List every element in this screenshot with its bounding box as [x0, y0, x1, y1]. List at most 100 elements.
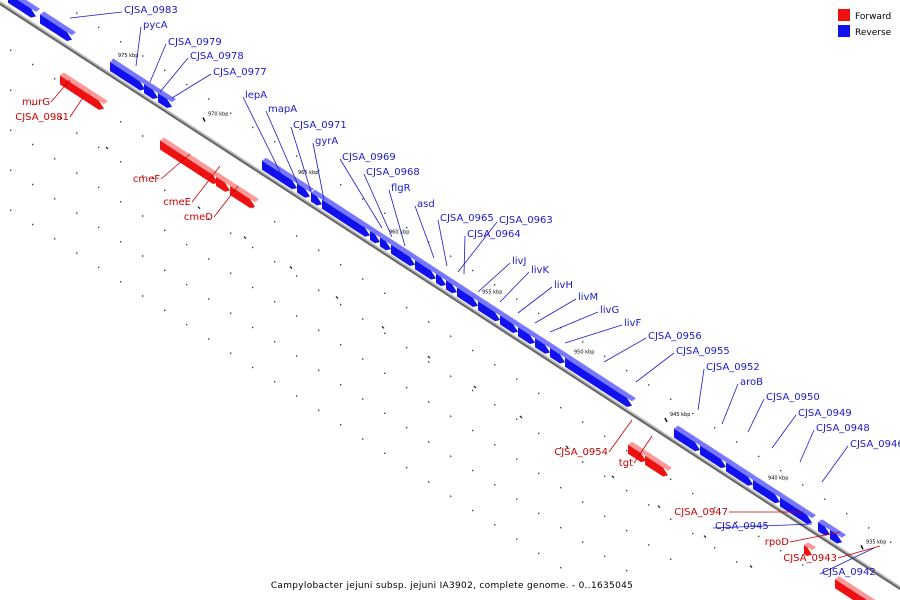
reverse-gene-label: CJSA_0979: [149, 37, 222, 83]
feature-body: [645, 455, 668, 477]
grid-dot: [230, 232, 232, 234]
grid-dot: [76, 132, 78, 134]
forward-gene-label: CJSA_0954: [554, 419, 633, 458]
grid-dot: [626, 529, 628, 532]
forward-gene-feature: [230, 183, 259, 208]
leader-line: [135, 26, 142, 67]
grid-dot: [626, 489, 628, 492]
leader-line: [312, 142, 325, 201]
grid-dot: [648, 504, 650, 506]
forward-gene-label: tgt: [619, 435, 653, 469]
leader-line: [339, 158, 383, 229]
grid-dot: [296, 275, 298, 277]
feature-top: [160, 137, 222, 179]
reverse-gene-feature: [726, 459, 757, 486]
grid-dot: [54, 198, 56, 200]
grid-dot: [208, 298, 210, 300]
grid-dot: [362, 198, 364, 200]
grid-dot: [494, 484, 496, 486]
leader-line: [363, 173, 393, 238]
grid-dot: [714, 507, 716, 509]
gene-label: CJSA_0952: [706, 362, 760, 373]
grid-dot: [384, 332, 386, 334]
reverse-gene-feature: [780, 494, 816, 525]
reverse-gene-label: gyrA: [312, 136, 338, 201]
grid-dot: [582, 421, 584, 423]
reverse-gene-feature: [500, 312, 522, 333]
feature-body: [818, 522, 830, 536]
scale-tick-label: 940 kbp: [768, 476, 788, 482]
reverse-gene-label: lepA: [242, 90, 285, 181]
reverse-gene-label: CJSA_0949: [771, 408, 852, 449]
grid-dash: [657, 505, 661, 509]
reverse-gene-label: CJSA_0945: [712, 521, 813, 532]
grid-dot: [560, 527, 562, 529]
reverse-gene-label: mapA: [265, 104, 300, 188]
grid-dot: [10, 129, 12, 131]
grid-dot: [384, 452, 386, 454]
grid-dash: [703, 535, 707, 539]
reverse-gene-label: CJSA_0946: [821, 439, 900, 483]
gene-label: aroB: [740, 377, 763, 388]
grid-dash: [427, 355, 431, 359]
scale-tick-label: 975 kbp: [118, 53, 138, 59]
grid-dot: [120, 161, 122, 163]
scale-tick-label: 950 kbp: [574, 350, 594, 356]
reverse-gene-label: CJSA_0942: [819, 547, 876, 578]
leader-line: [477, 262, 511, 293]
gene-label: CJSA_0981: [15, 112, 69, 123]
grid-dot: [252, 286, 254, 289]
reverse-gene-label: livG: [549, 305, 619, 333]
feature-body: [144, 84, 158, 99]
feature-body: [628, 444, 646, 463]
grid-dot: [384, 292, 386, 294]
gene-label: CJSA_0949: [798, 408, 852, 419]
feature-top: [457, 284, 482, 302]
gene-label: CJSA_0968: [366, 167, 420, 178]
feature-body: [322, 199, 370, 237]
feature-top: [565, 354, 636, 402]
grid-dot: [604, 355, 606, 357]
gene-label: lepA: [245, 90, 267, 101]
grid-dot: [472, 389, 474, 392]
leader-line: [160, 153, 191, 180]
forward-gene-feature: [804, 542, 816, 557]
grid-dash: [243, 236, 247, 240]
feature-top: [415, 257, 440, 274]
reverse-gene-label: livK: [499, 265, 549, 303]
grid-dot: [10, 49, 12, 51]
reverse-gene-label: CJSA_0977: [171, 67, 267, 99]
gene-label: CJSA_0946: [850, 439, 900, 450]
gene-label: livG: [600, 305, 619, 316]
legend: Forward Reverse: [838, 9, 892, 38]
grid-dot: [186, 203, 188, 206]
feature-top: [726, 459, 757, 480]
reverse-gene-feature: [391, 241, 419, 266]
feature-top: [436, 270, 450, 281]
grid-dot: [274, 261, 276, 263]
reverse-gene-feature: [446, 277, 461, 294]
grid-dot: [32, 223, 34, 226]
gene-label: CJSA_0955: [676, 346, 730, 357]
grid-dot: [604, 475, 606, 477]
grid-dash: [59, 116, 63, 120]
grid-dot: [230, 352, 232, 354]
gene-label: tgt: [619, 458, 633, 469]
reverse-gene-feature: [110, 59, 149, 91]
grid-dot: [670, 398, 672, 400]
grid-dot: [142, 215, 144, 217]
reverse-gene-label: CJSA_0971: [290, 120, 347, 196]
reverse-gene-feature: [144, 81, 162, 99]
feature-top: [230, 183, 259, 203]
feature-top: [753, 476, 784, 498]
leader-line: [69, 11, 123, 19]
grid-dot: [692, 412, 694, 415]
forward-gene-label: CJSA_0947: [674, 507, 804, 518]
grid-dot: [296, 235, 298, 237]
scale-ticks: 975 kbp 970 kbp 965 kbp 960 kbp 955 kbp 950 k…: [112, 53, 886, 550]
gene-label: CJSA_0964: [467, 229, 521, 240]
legend-swatch-forward: [838, 9, 850, 21]
grid-dot: [296, 395, 298, 397]
reverse-gene-label: livF: [564, 318, 641, 344]
